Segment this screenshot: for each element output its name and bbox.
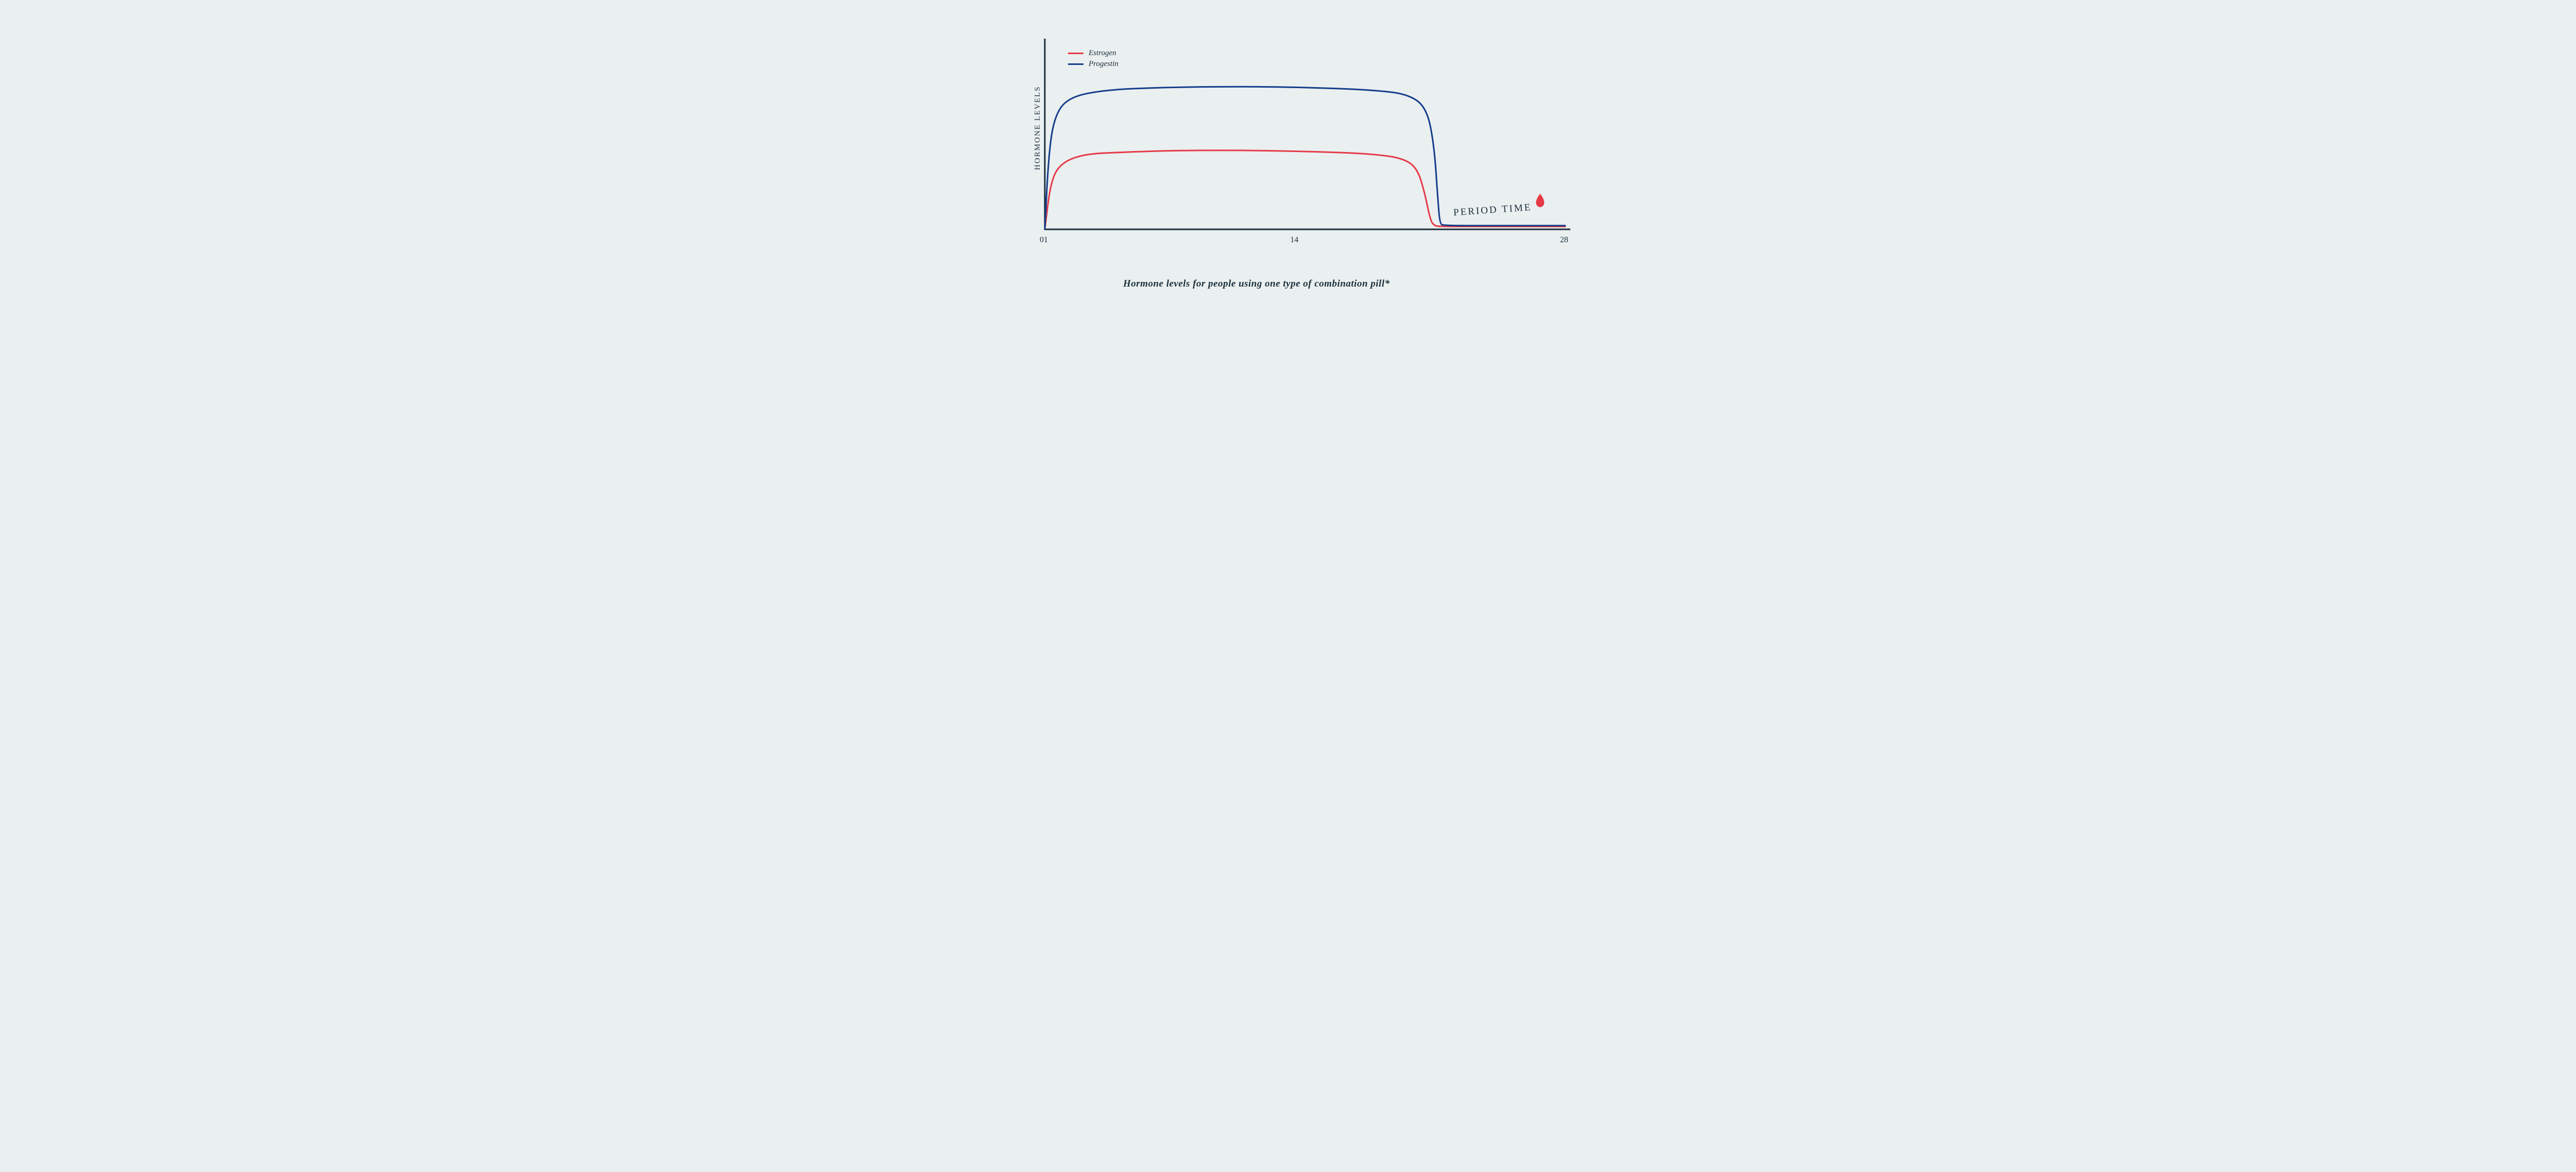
x-tick-label: 01 <box>1040 236 1048 245</box>
chart-svg <box>902 0 1674 314</box>
x-tick-label: 14 <box>1290 236 1298 245</box>
legend-swatch <box>1068 53 1083 54</box>
chart-stage: HORMONE LEVELS EstrogenProgestin 011428 … <box>902 0 1674 314</box>
legend-label: Progestin <box>1089 60 1118 69</box>
legend-label: Estrogen <box>1089 49 1116 58</box>
x-tick-label: 28 <box>1560 236 1568 245</box>
legend-item-progestin: Progestin <box>1068 60 1118 69</box>
legend-item-estrogen: Estrogen <box>1068 49 1118 58</box>
chart-caption: Hormone levels for people using one type… <box>1123 278 1390 290</box>
blood-drop-icon <box>1536 194 1544 207</box>
legend: Estrogen Progestin <box>1068 49 1118 71</box>
y-axis-label: HORMONE LEVELS <box>1033 86 1042 170</box>
legend-swatch <box>1068 63 1083 65</box>
series-estrogen <box>1045 150 1565 229</box>
